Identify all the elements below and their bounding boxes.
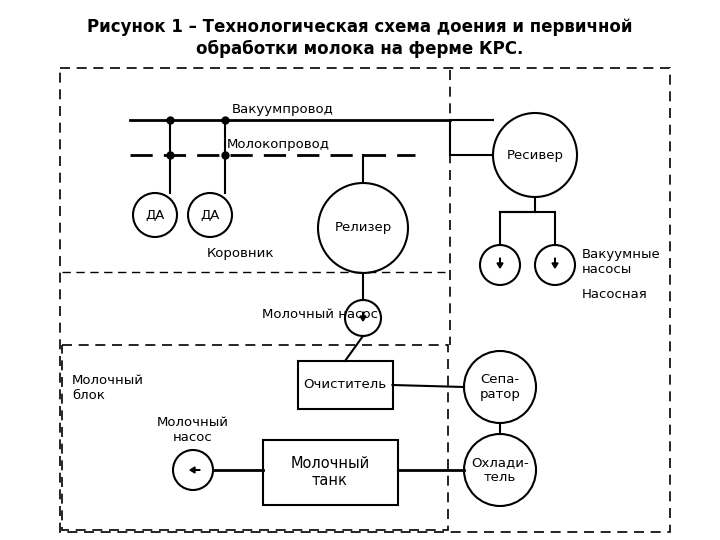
Text: Вакуумпровод: Вакуумпровод <box>232 103 334 116</box>
Text: Вакуумные
насосы: Вакуумные насосы <box>582 248 661 276</box>
Text: ДА: ДА <box>145 208 165 221</box>
Circle shape <box>464 351 536 423</box>
Circle shape <box>464 434 536 506</box>
Bar <box>297 361 392 409</box>
Text: Релизер: Релизер <box>334 221 392 234</box>
Text: Молочный
насос: Молочный насос <box>157 416 229 444</box>
Text: Рисунок 1 – Технологическая схема доения и первичной: Рисунок 1 – Технологическая схема доения… <box>87 18 633 36</box>
FancyArrow shape <box>497 258 503 268</box>
Circle shape <box>345 300 381 336</box>
Circle shape <box>318 183 408 273</box>
Circle shape <box>133 193 177 237</box>
Circle shape <box>493 113 577 197</box>
Text: Очиститель: Очиститель <box>303 379 387 392</box>
Circle shape <box>188 193 232 237</box>
Text: Молочный
блок: Молочный блок <box>72 374 144 402</box>
FancyArrow shape <box>190 467 200 473</box>
Text: Ресивер: Ресивер <box>506 148 564 161</box>
Circle shape <box>535 245 575 285</box>
Text: Насосная: Насосная <box>582 288 648 301</box>
Bar <box>263 440 397 504</box>
Text: Молочный
танк: Молочный танк <box>290 456 369 488</box>
Text: обработки молока на ферме КРС.: обработки молока на ферме КРС. <box>197 40 523 58</box>
FancyArrow shape <box>360 312 366 321</box>
Text: Охлади-
тель: Охлади- тель <box>471 456 529 484</box>
Text: Коровник: Коровник <box>206 247 274 260</box>
Circle shape <box>173 450 213 490</box>
Text: Молокопровод: Молокопровод <box>227 138 330 151</box>
Circle shape <box>480 245 520 285</box>
Text: Сепа-
ратор: Сепа- ратор <box>480 373 521 401</box>
Text: Молочный насос: Молочный насос <box>262 307 378 321</box>
Text: ДА: ДА <box>200 208 220 221</box>
FancyArrow shape <box>552 258 558 268</box>
